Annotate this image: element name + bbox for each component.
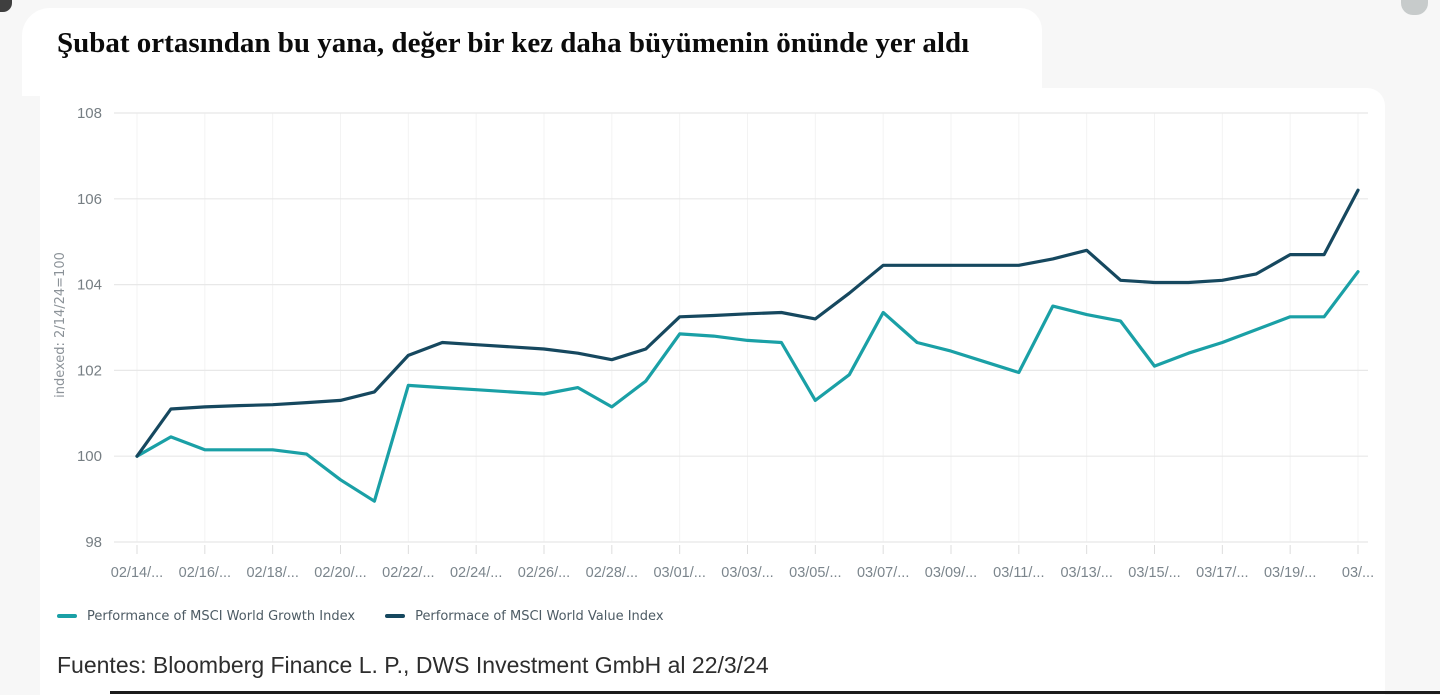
x-tick-label: 03/07/... xyxy=(857,565,909,581)
title-card xyxy=(22,8,1042,96)
y-tick-label: 104 xyxy=(77,277,102,294)
x-tick-label: 03/09/... xyxy=(925,565,977,581)
x-tick-label: 03/05/... xyxy=(789,565,841,581)
source-note: Fuentes: Bloomberg Finance L. P., DWS In… xyxy=(57,652,769,678)
legend-item-value: Performace of MSCI World Value Index xyxy=(385,608,664,624)
x-tick-label: 03/15/... xyxy=(1128,565,1180,581)
bottom-divider xyxy=(110,691,1440,694)
x-tick-label: 02/18/... xyxy=(246,565,298,581)
legend-label-value: Performace of MSCI World Value Index xyxy=(415,608,664,624)
y-axis-title: indexed: 2/14/24=100 xyxy=(53,252,68,398)
x-tick-label: 03/01/... xyxy=(653,565,705,581)
x-tick-label: 03/03/... xyxy=(721,565,773,581)
x-tick-label: 03/11/... xyxy=(993,565,1044,581)
chart-title: Şubat ortasından bu yana, değer bir kez … xyxy=(57,27,970,59)
x-tick-label: 02/14/... xyxy=(111,565,163,581)
x-tick-label: 02/22/... xyxy=(382,565,434,581)
value-series-swatch-icon xyxy=(385,613,406,619)
y-tick-label: 102 xyxy=(77,362,102,379)
x-tick-label: 02/20/... xyxy=(314,565,366,581)
x-tick-label: 03/13/... xyxy=(1060,565,1112,581)
series-line-0 xyxy=(135,270,1360,503)
x-tick-label: 02/24/... xyxy=(450,565,502,581)
x-tick-label: 02/28/... xyxy=(586,565,638,581)
chart-card xyxy=(40,88,1385,695)
y-tick-label: 106 xyxy=(77,191,102,208)
x-tick-label: 02/26/... xyxy=(518,565,570,581)
legend-item-growth: Performance of MSCI World Growth Index xyxy=(57,609,355,624)
growth-series-swatch-icon xyxy=(57,613,77,619)
y-tick-label: 100 xyxy=(77,448,102,465)
legend-label-growth: Performance of MSCI World Growth Index xyxy=(87,608,356,624)
page-corner-artifact-top-left xyxy=(0,0,12,12)
series-line-1 xyxy=(135,188,1360,458)
page-edge-artifact-top-right xyxy=(1401,0,1428,15)
x-tick-label: 02/16/... xyxy=(179,565,231,581)
y-tick-label: 98 xyxy=(85,534,102,551)
x-tick-label: 03/... xyxy=(1342,565,1374,581)
x-tick-label: 03/17/... xyxy=(1196,565,1248,581)
y-tick-label: 108 xyxy=(77,105,102,122)
chart-legend: Performance of MSCI World Growth Index P… xyxy=(57,605,664,627)
x-tick-label: 03/19/... xyxy=(1264,565,1316,581)
